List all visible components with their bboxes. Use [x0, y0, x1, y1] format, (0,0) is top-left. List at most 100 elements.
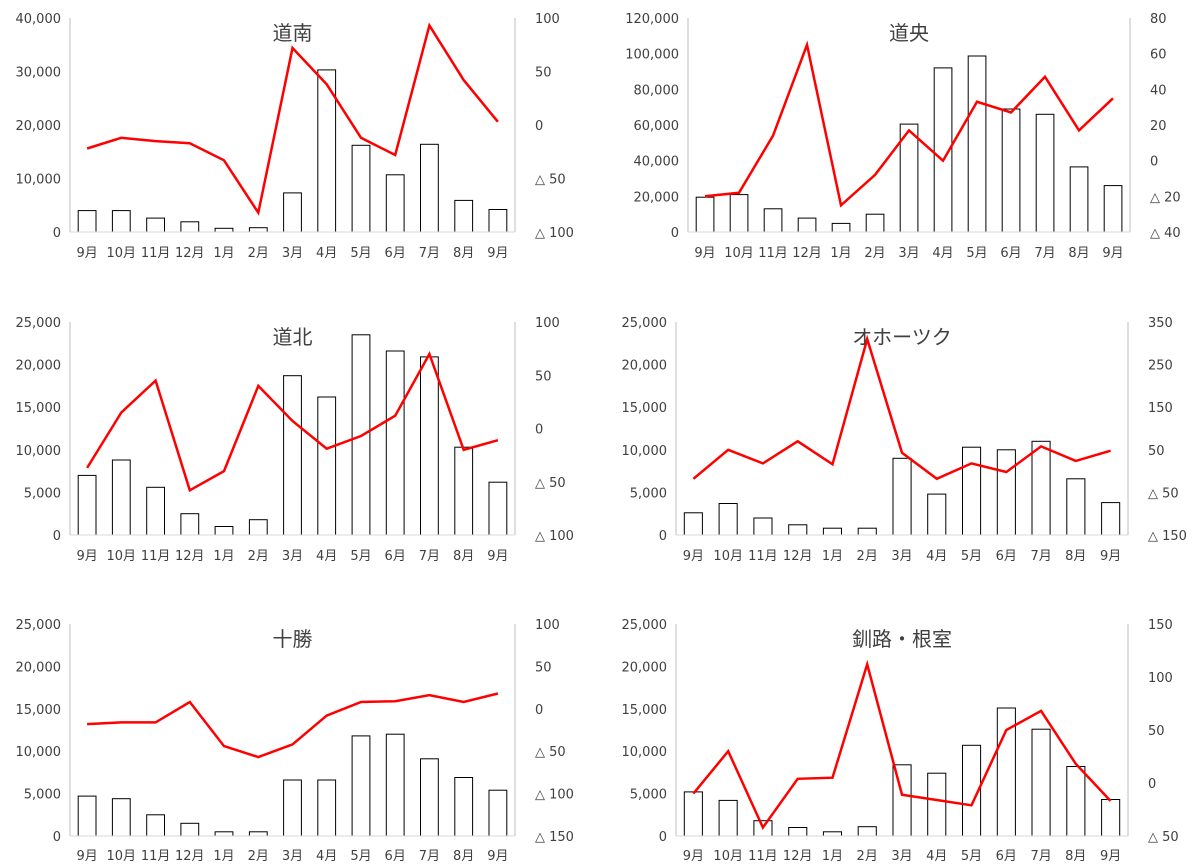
category-label: 9月 [76, 849, 97, 864]
right-tick-label: 20 [1150, 119, 1167, 134]
bar [927, 772, 947, 837]
bar [283, 192, 302, 233]
category-label: 3月 [282, 246, 303, 261]
category-label: 2月 [857, 549, 878, 564]
left-tick-label: 0 [659, 830, 667, 845]
right-tick-label: 0 [1150, 155, 1158, 170]
chart-title: オホーツク [852, 325, 952, 349]
category-label: 3月 [891, 849, 912, 864]
bar [753, 517, 773, 536]
category-label: 11月 [141, 246, 171, 261]
category-label: 12月 [175, 549, 205, 564]
chart-svg-kushiro-nemuro: 0 5,000 10,000 15,000 20,000 25,000 △ 50 0 50 100… [622, 618, 1179, 864]
right-tick-label: △ 50 [1148, 486, 1179, 501]
left-tick-label: 40,000 [634, 155, 680, 170]
category-label: 1月 [822, 549, 843, 564]
bar [454, 446, 474, 536]
right-tick-label: 50 [535, 369, 552, 384]
bar [385, 174, 405, 233]
category-label: 6月 [1000, 246, 1021, 261]
left-tick-label: 5,000 [630, 788, 667, 803]
category-label: 6月 [385, 549, 406, 564]
category-label: 6月 [996, 849, 1017, 864]
left-tick-label: 10,000 [622, 444, 668, 459]
category-label: 9月 [487, 849, 508, 864]
bar [214, 526, 234, 536]
right-tick-label: △ 50 [535, 173, 566, 188]
category-label: 8月 [1068, 246, 1089, 261]
line-series [692, 334, 1111, 481]
left-tick-label: 0 [671, 226, 679, 241]
right-tick-label: △ 100 [535, 788, 574, 803]
left-tick-label: 15,000 [16, 401, 62, 416]
bar [996, 449, 1016, 536]
category-label: 3月 [898, 246, 919, 261]
chart-panel-doou: 0 20,000 40,000 60,000 80,000 100,000 120,000 △… [600, 0, 1199, 270]
bar [1103, 185, 1123, 233]
bar [420, 758, 439, 837]
bar [214, 831, 234, 837]
category-label: 9月 [76, 549, 97, 564]
bar [146, 486, 165, 536]
right-tick-label: 350 [1148, 316, 1173, 331]
bar [420, 356, 439, 536]
category-label: 8月 [453, 849, 474, 864]
left-tick-label: 0 [53, 830, 61, 845]
left-tick-label: 120,000 [625, 12, 679, 27]
category-label: 10月 [724, 246, 754, 261]
bar [1101, 502, 1121, 536]
category-label: 2月 [248, 246, 269, 261]
left-tick-label: 25,000 [622, 618, 668, 633]
category-label: 6月 [996, 549, 1017, 564]
bar [892, 457, 912, 536]
bar [1066, 766, 1086, 837]
left-tick-label: 0 [53, 226, 61, 241]
line-series [692, 659, 1112, 830]
bar [1069, 166, 1089, 233]
category-label: 7月 [1034, 246, 1055, 261]
chart-title: 道南 [273, 21, 313, 45]
line-series [86, 350, 499, 493]
category-label: 12月 [783, 849, 813, 864]
left-tick-label: 15,000 [622, 703, 668, 718]
left-tick-label: 25,000 [622, 316, 668, 331]
bar [248, 831, 268, 837]
left-tick-label: 15,000 [16, 703, 62, 718]
category-label: 11月 [141, 549, 171, 564]
chart-title: 釧路・根室 [852, 627, 952, 651]
category-label: 5月 [966, 246, 987, 261]
bar [967, 55, 987, 233]
chart-panel-tokachi: 0 5,000 10,000 15,000 20,000 25,000 △ 150 △ 100… [0, 600, 600, 865]
right-tick-label: 0 [535, 423, 543, 438]
left-tick-label: 30,000 [16, 66, 62, 81]
chart-title: 道北 [273, 325, 313, 349]
category-label: 12月 [783, 549, 813, 564]
bar [317, 779, 337, 837]
left-tick-label: 10,000 [16, 444, 62, 459]
bar [857, 826, 877, 837]
chart-panel-okhotsk: 0 5,000 10,000 15,000 20,000 25,000 △ 150 △ 50 5… [600, 295, 1199, 565]
category-label: 5月 [961, 549, 982, 564]
left-tick-label: 0 [659, 529, 667, 544]
line-series [86, 22, 499, 216]
bar [248, 519, 268, 536]
bar [385, 350, 405, 536]
category-label: 8月 [453, 549, 474, 564]
line-series [87, 692, 499, 759]
category-label: 3月 [891, 549, 912, 564]
category-label: 8月 [1065, 849, 1086, 864]
category-label: 3月 [282, 849, 303, 864]
bar [77, 210, 97, 233]
bar [454, 777, 474, 837]
chart-title: 道央 [889, 21, 929, 45]
category-label: 4月 [316, 246, 337, 261]
bar [488, 209, 508, 233]
category-label: 6月 [385, 849, 406, 864]
chart-svg-okhotsk: 0 5,000 10,000 15,000 20,000 25,000 △ 150 △ 50 5… [622, 316, 1187, 564]
chart-svg-doou: 0 20,000 40,000 60,000 80,000 100,000 120,000 △… [625, 12, 1180, 261]
left-tick-label: 20,000 [622, 359, 668, 374]
category-label: 7月 [1030, 549, 1051, 564]
bar [822, 527, 842, 536]
category-label: 12月 [175, 246, 205, 261]
category-label: 8月 [453, 246, 474, 261]
